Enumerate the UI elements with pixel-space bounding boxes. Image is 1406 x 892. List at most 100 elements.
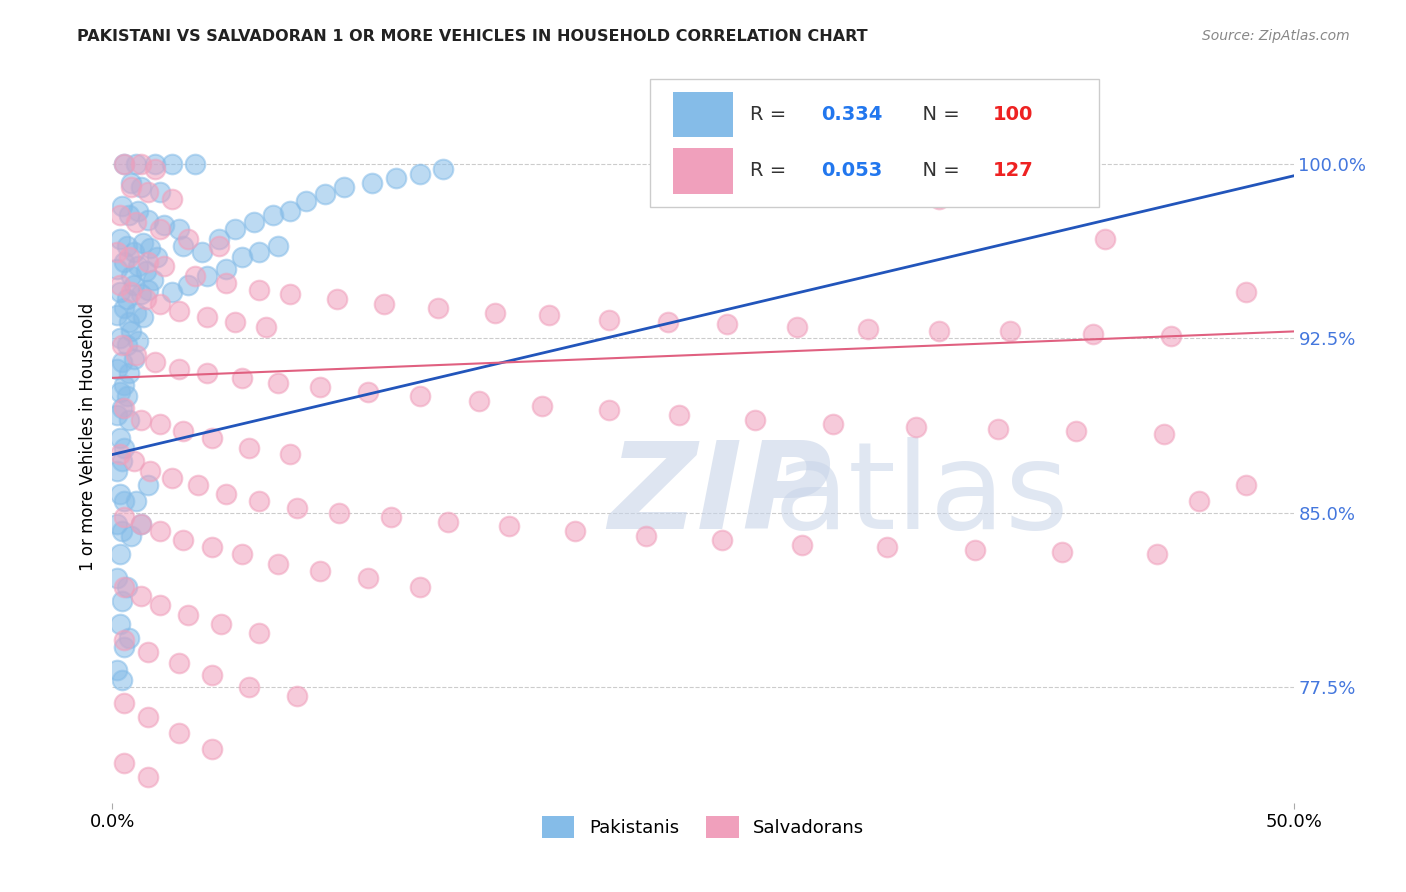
Point — [135, 264, 157, 278]
Point — [215, 276, 238, 290]
Point — [105, 361, 128, 376]
Text: R =: R = — [751, 161, 793, 180]
Point — [149, 296, 172, 310]
Point — [201, 541, 224, 555]
Point — [167, 303, 190, 318]
Point — [108, 617, 131, 632]
Point — [115, 238, 138, 252]
Point — [112, 633, 135, 648]
Point — [115, 580, 138, 594]
Point — [105, 408, 128, 422]
Point — [172, 533, 194, 548]
Point — [108, 285, 131, 299]
Point — [160, 157, 183, 171]
Point — [167, 361, 190, 376]
Text: N =: N = — [910, 161, 966, 180]
Point — [112, 696, 135, 710]
Point — [309, 564, 332, 578]
Point — [267, 238, 290, 252]
Point — [129, 517, 152, 532]
Point — [427, 301, 450, 316]
Point — [710, 533, 733, 548]
Point — [122, 245, 145, 260]
Point — [132, 310, 155, 325]
Point — [408, 167, 430, 181]
Point — [333, 180, 356, 194]
Point — [129, 157, 152, 171]
Point — [987, 422, 1010, 436]
Point — [139, 241, 162, 255]
Point — [1050, 545, 1073, 559]
Point — [408, 580, 430, 594]
Point — [120, 325, 142, 339]
Text: 127: 127 — [993, 161, 1033, 180]
Point — [278, 203, 301, 218]
Point — [105, 464, 128, 478]
Point — [136, 477, 159, 491]
Point — [243, 215, 266, 229]
Point — [112, 640, 135, 655]
Point — [231, 547, 253, 561]
Point — [215, 261, 238, 276]
Point — [247, 626, 270, 640]
Point — [209, 617, 232, 632]
Point — [115, 292, 138, 306]
Point — [1234, 285, 1257, 299]
Point — [167, 222, 190, 236]
Point — [598, 403, 620, 417]
Point — [122, 454, 145, 468]
Point — [792, 538, 814, 552]
Point — [928, 325, 950, 339]
Point — [167, 657, 190, 671]
Point — [278, 448, 301, 462]
Point — [1094, 231, 1116, 245]
Y-axis label: 1 or more Vehicles in Household: 1 or more Vehicles in Household — [79, 303, 97, 571]
Point — [238, 680, 260, 694]
Point — [129, 589, 152, 603]
Point — [356, 570, 378, 584]
Point — [115, 338, 138, 352]
Point — [208, 238, 231, 252]
Point — [467, 394, 489, 409]
Point — [278, 287, 301, 301]
Point — [129, 287, 152, 301]
Point — [821, 417, 844, 432]
Point — [876, 541, 898, 555]
Point — [1234, 477, 1257, 491]
Point — [146, 250, 169, 264]
Point — [120, 180, 142, 194]
Point — [120, 529, 142, 543]
Point — [125, 215, 148, 229]
Point — [201, 742, 224, 756]
Point — [112, 254, 135, 268]
Point — [998, 325, 1021, 339]
Point — [111, 673, 134, 687]
Point — [112, 157, 135, 171]
Point — [657, 315, 679, 329]
Point — [105, 664, 128, 678]
Point — [136, 254, 159, 268]
Point — [108, 208, 131, 222]
Point — [1188, 494, 1211, 508]
Point — [112, 756, 135, 771]
Point — [111, 401, 134, 415]
Point — [484, 306, 506, 320]
Point — [238, 441, 260, 455]
Point — [262, 208, 284, 222]
Text: N =: N = — [910, 105, 966, 124]
Point — [1064, 424, 1087, 438]
Point — [143, 354, 166, 368]
Point — [115, 389, 138, 403]
Point — [108, 231, 131, 245]
Point — [598, 313, 620, 327]
Point — [531, 399, 554, 413]
Point — [108, 431, 131, 445]
Point — [112, 494, 135, 508]
Point — [149, 599, 172, 613]
Point — [149, 524, 172, 538]
Point — [112, 157, 135, 171]
Point — [160, 471, 183, 485]
Text: PAKISTANI VS SALVADORAN 1 OR MORE VEHICLES IN HOUSEHOLD CORRELATION CHART: PAKISTANI VS SALVADORAN 1 OR MORE VEHICL… — [77, 29, 868, 44]
Point — [112, 401, 135, 415]
Point — [177, 277, 200, 292]
